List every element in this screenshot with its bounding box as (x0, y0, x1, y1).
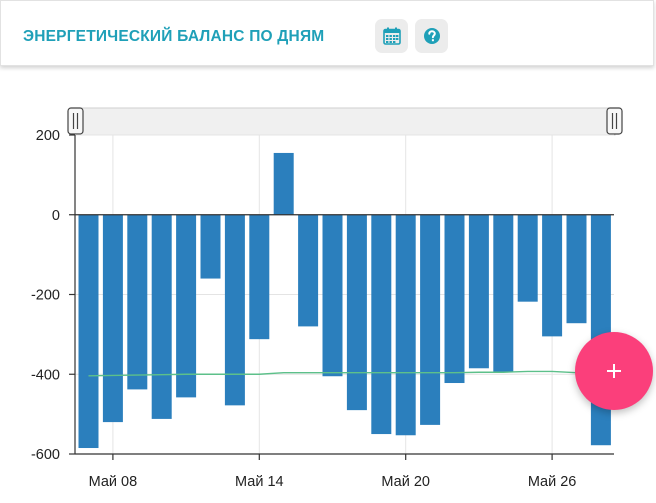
bar[interactable] (224, 214, 245, 406)
bar[interactable] (127, 214, 148, 390)
bar[interactable] (371, 214, 392, 435)
bar[interactable] (590, 214, 611, 446)
bar[interactable] (346, 214, 367, 411)
navigator-handle-left[interactable] (67, 107, 84, 135)
page-title: ЭНЕРГЕТИЧЕСКИЙ БАЛАНС ПО ДНЯМ (23, 28, 325, 45)
y-tick-labels: 200 0 -200 -400 -600 (31, 128, 60, 463)
bar[interactable] (176, 214, 197, 398)
bar[interactable] (273, 152, 294, 215)
bar[interactable] (468, 214, 489, 369)
average-line (88, 370, 601, 377)
x-tick-label: Май 26 (528, 474, 577, 490)
range-navigator[interactable] (74, 107, 616, 136)
bar[interactable] (322, 214, 343, 377)
bar[interactable] (444, 214, 465, 384)
bar[interactable] (78, 214, 99, 449)
help-button[interactable] (415, 19, 448, 53)
calendar-icon (382, 27, 401, 45)
chart-container: 200 0 -200 -400 -600 Май 08 Май 14 Май 20 Май 2… (0, 66, 656, 498)
y-tick-label: -600 (31, 447, 60, 463)
y-tick-label: -200 (31, 288, 60, 304)
bar[interactable] (249, 214, 270, 340)
y-tick-label: 0 (52, 208, 60, 224)
x-tick-label: Май 08 (89, 474, 138, 490)
x-tick-label: Май 14 (235, 474, 284, 490)
bar[interactable] (517, 214, 538, 302)
energy-balance-chart: 200 0 -200 -400 -600 Май 08 Май 14 Май 20 Май 2… (31, 107, 623, 490)
add-button[interactable] (575, 332, 653, 410)
bar[interactable] (542, 214, 563, 337)
bar[interactable] (102, 214, 123, 423)
line-series (88, 370, 601, 377)
bar[interactable] (493, 214, 514, 373)
bar[interactable] (200, 214, 221, 279)
bars (78, 152, 611, 449)
bar[interactable] (395, 214, 416, 436)
navigator-handle-right[interactable] (606, 107, 623, 135)
x-tick-label: Май 20 (381, 474, 430, 490)
question-circle-icon (423, 28, 440, 44)
bar[interactable] (566, 214, 587, 324)
calendar-button[interactable] (375, 19, 408, 53)
bar[interactable] (298, 214, 319, 327)
widget-header: ЭНЕРГЕТИЧЕСКИЙ БАЛАНС ПО ДНЯМ (0, 0, 654, 66)
bar[interactable] (151, 214, 172, 419)
y-tick-label: -400 (31, 367, 60, 383)
axes (69, 134, 614, 460)
y-tick-label: 200 (36, 128, 60, 144)
bar[interactable] (420, 214, 441, 425)
x-tick-labels: Май 08 Май 14 Май 20 Май 26 (89, 474, 577, 490)
